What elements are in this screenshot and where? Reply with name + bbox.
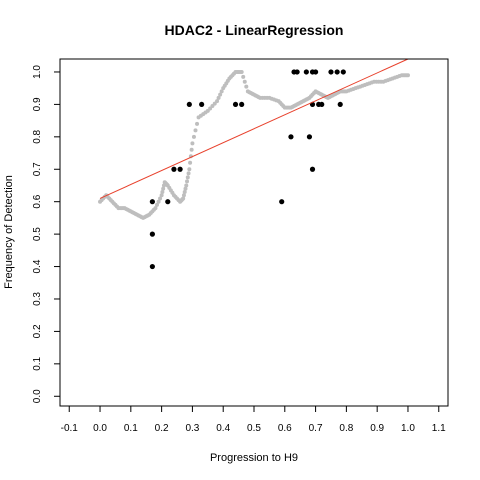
x-tick-label: 1.1	[432, 423, 446, 434]
regression-line-group	[99, 58, 409, 199]
y-tick-label: 0.8	[32, 129, 43, 143]
smoothed-point	[183, 186, 188, 191]
y-axis-label: Frequency of Detection	[3, 175, 15, 289]
x-tick-label: 0.1	[124, 423, 138, 434]
smoothed-point	[160, 189, 165, 194]
observed-point	[337, 101, 343, 108]
smoothed-point	[195, 121, 200, 126]
smoothed-point	[155, 202, 159, 207]
smoothed-point	[184, 183, 189, 188]
smoothed-point	[244, 84, 249, 89]
smoothed-point	[219, 89, 224, 94]
y-tick-label: 0.9	[32, 97, 43, 111]
y-tick-label: 0.6	[32, 194, 43, 208]
smoothed-point	[187, 167, 192, 172]
x-tick-label: -0.1	[61, 423, 79, 434]
y-tick-label: 0.2	[32, 324, 43, 338]
smoothed-point	[181, 196, 186, 201]
smoothed-point	[158, 196, 163, 201]
observed-point	[177, 166, 183, 172]
plot-frame	[59, 58, 449, 407]
y-tick-label: 0.4	[32, 259, 43, 273]
y-tick-label: 1.0	[32, 65, 43, 79]
x-tick-label: 0.3	[185, 423, 199, 434]
smoothed-point	[161, 186, 166, 191]
observed-series	[149, 69, 346, 270]
smoothed-point	[405, 73, 410, 78]
y-axis: 0.0 0.1 0.2 0.3 0.4 0.5 0.6 0.7 0.8 0.9 1.0	[32, 65, 60, 403]
x-axis-label: Progression to H9	[210, 452, 298, 464]
x-tick-label: 0.6	[278, 423, 292, 434]
smoothed-point	[216, 95, 221, 100]
smoothed-point	[215, 99, 220, 104]
x-tick-label: 0.7	[309, 423, 323, 434]
regression-line	[99, 58, 409, 199]
x-axis: -0.1 0.0 0.1 0.2 0.3 0.4 0.5 0.6 0.7 0.8 0.9 1.0 1.1	[61, 406, 446, 434]
observed-point	[340, 69, 346, 75]
observed-point	[239, 101, 245, 108]
x-tick-label: 0.0	[93, 423, 107, 434]
y-tick-label: 0.0	[32, 389, 43, 403]
observed-point	[149, 231, 155, 237]
x-tick-label: 0.8	[339, 423, 353, 434]
smoothed-point	[241, 74, 246, 79]
smoothed-point	[239, 69, 244, 74]
observed-point	[328, 69, 334, 75]
smoothed-point	[159, 193, 164, 198]
x-tick-label: 1.0	[401, 423, 415, 434]
observed-point	[199, 101, 205, 108]
smoothed-point	[153, 206, 158, 211]
smoothed-point	[188, 160, 193, 165]
observed-point	[149, 199, 155, 205]
smoothed-point	[193, 128, 198, 133]
smoothed-point	[218, 92, 223, 97]
observed-point	[232, 101, 239, 108]
observed-point	[312, 69, 319, 75]
smoothed-point	[185, 175, 190, 180]
smoothed-point	[242, 79, 247, 84]
smoothed-point	[190, 141, 195, 146]
observed-point	[319, 101, 325, 108]
smoothed-point	[182, 189, 187, 194]
observed-point	[306, 134, 313, 140]
observed-point	[303, 69, 309, 75]
observed-point	[165, 199, 171, 205]
smoothed-point	[181, 193, 186, 198]
smoothed-point	[191, 134, 196, 139]
x-tick-label: 0.4	[216, 423, 230, 434]
y-tick-label: 0.1	[32, 356, 43, 370]
x-tick-label: 0.9	[370, 423, 384, 434]
smoothed-point	[156, 199, 161, 204]
observed-point	[279, 199, 285, 205]
smoothed-series	[98, 69, 410, 220]
y-tick-label: 0.5	[32, 227, 43, 241]
chart-title: HDAC2 - LinearRegression	[165, 22, 344, 38]
observed-point	[334, 69, 340, 75]
observed-point	[186, 101, 192, 108]
x-tick-label: 0.5	[247, 423, 261, 434]
observed-point	[171, 166, 177, 172]
observed-point	[149, 263, 155, 270]
y-tick-label: 0.3	[32, 292, 43, 306]
observed-point	[309, 166, 316, 172]
observed-point	[288, 134, 294, 140]
smoothed-point	[186, 171, 191, 176]
smoothed-point	[185, 179, 190, 184]
x-tick-label: 0.2	[155, 423, 169, 434]
y-tick-label: 0.7	[32, 162, 43, 176]
observed-point	[294, 69, 300, 75]
smoothed-point	[189, 147, 194, 152]
